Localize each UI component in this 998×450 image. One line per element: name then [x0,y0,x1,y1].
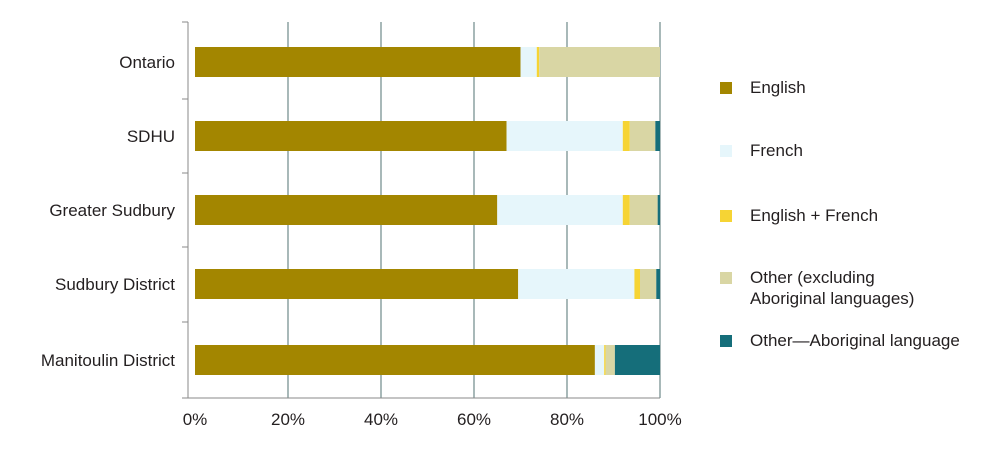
bar-segment-2 [622,195,630,225]
legend-swatch [720,145,732,157]
x-tick-label: 60% [457,410,491,429]
category-label: Greater Sudbury [49,201,175,220]
bar-segment-3 [640,269,657,299]
bars [195,47,660,375]
category-labels: Ontario SDHU Greater Sudbury Sudbury Distri… [41,53,176,370]
x-tick-label: 20% [271,410,305,429]
category-label: Sudbury District [55,275,175,294]
legend-item: English [720,77,806,98]
bar-segment-3 [629,195,658,225]
bar-segment-1 [594,345,605,375]
bar-segment-2 [536,47,540,77]
bar-segment-2 [604,345,606,375]
bar-segment-4 [614,345,660,375]
bar-segment-3 [605,345,615,375]
bar-segment-4 [656,269,660,299]
bar-segment-4 [655,121,660,151]
bar-segment-1 [506,121,623,151]
legend-item: English + French [720,205,878,226]
category-label: SDHU [127,127,175,146]
x-tick-labels: 0% 20% 40% 60% 80% 100% [183,410,682,429]
bar-segment-4 [657,195,660,225]
category-label: Ontario [119,53,175,72]
x-tick-label: 80% [550,410,584,429]
bar-segment-0 [195,195,498,225]
x-tick-label: 0% [183,410,208,429]
legend-swatch [720,82,732,94]
category-label: Manitoulin District [41,351,175,370]
x-tick-label: 100% [638,410,681,429]
bar-segment-1 [518,269,635,299]
legend-label: English + French [750,206,879,225]
legend-swatch [720,335,732,347]
bar-segment-1 [497,195,623,225]
bar-segment-0 [195,269,519,299]
legend-label: Other (excluding Aboriginal languages) [750,268,915,308]
legend-item: Other—Aboriginal language [720,330,960,351]
bar-segment-0 [195,345,595,375]
bar-segment-0 [195,121,507,151]
bar-segment-1 [520,47,537,77]
bar-segment-2 [634,269,641,299]
bar-segment-3 [629,121,656,151]
bar-segment-3 [539,47,660,77]
legend-swatch [720,272,732,284]
legend-label: Other—Aboriginal language [750,331,960,350]
legend-label: French [750,141,803,160]
bar-segment-0 [195,47,521,77]
legend-label: English [750,78,806,97]
chart: Ontario SDHU Greater Sudbury Sudbury Distri… [41,21,682,429]
x-tick-label: 40% [364,410,398,429]
bar-segment-2 [622,121,630,151]
legend-item: Other (excluding Aboriginal languages) [720,267,914,309]
legend-item: French [720,140,803,161]
legend-swatch [720,210,732,222]
